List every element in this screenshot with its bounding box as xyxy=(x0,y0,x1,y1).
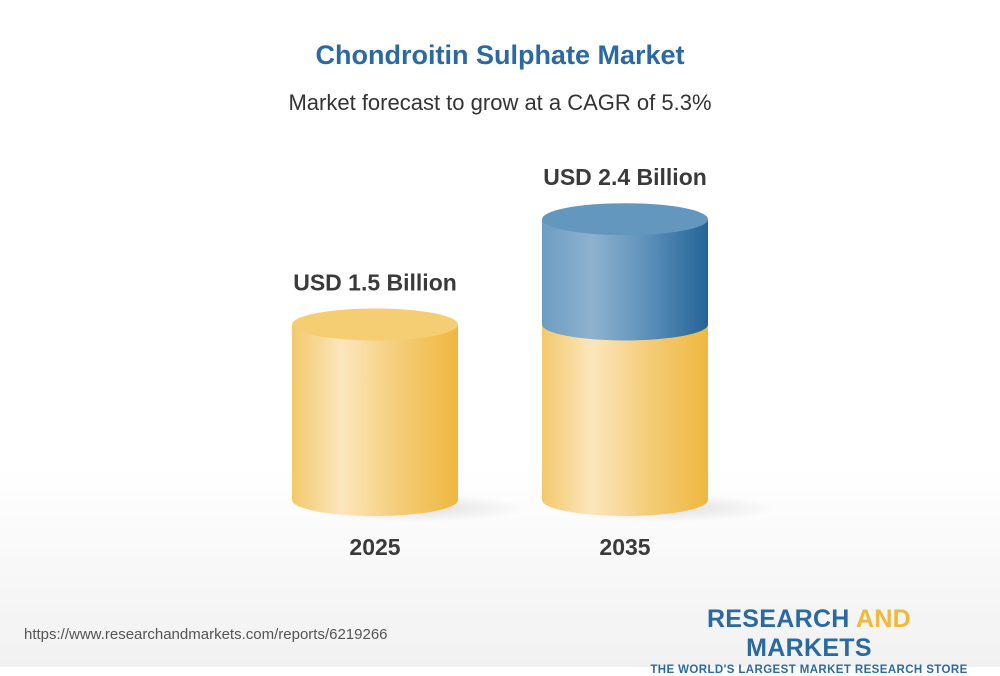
bar-top-2025 xyxy=(292,308,458,341)
chart-title: Chondroitin Sulphate Market xyxy=(315,40,685,70)
category-label: 2025 xyxy=(349,534,400,560)
bar-growth-2035 xyxy=(542,219,708,341)
data-label: USD 1.5 Billion xyxy=(293,270,457,296)
bar-top-2035 xyxy=(542,203,708,236)
research-and-markets-logo: RESEARCH AND MARKETS THE WORLD'S LARGEST… xyxy=(650,605,968,676)
category-label: 2035 xyxy=(599,534,650,560)
chart-subtitle: Market forecast to grow at a CAGR of 5.3… xyxy=(288,90,712,115)
bar-base-2025 xyxy=(292,324,458,516)
data-label: USD 2.4 Billion xyxy=(543,164,707,190)
report-url[interactable]: https://www.researchandmarkets.com/repor… xyxy=(24,626,388,643)
bar-base-2035 xyxy=(542,324,708,516)
